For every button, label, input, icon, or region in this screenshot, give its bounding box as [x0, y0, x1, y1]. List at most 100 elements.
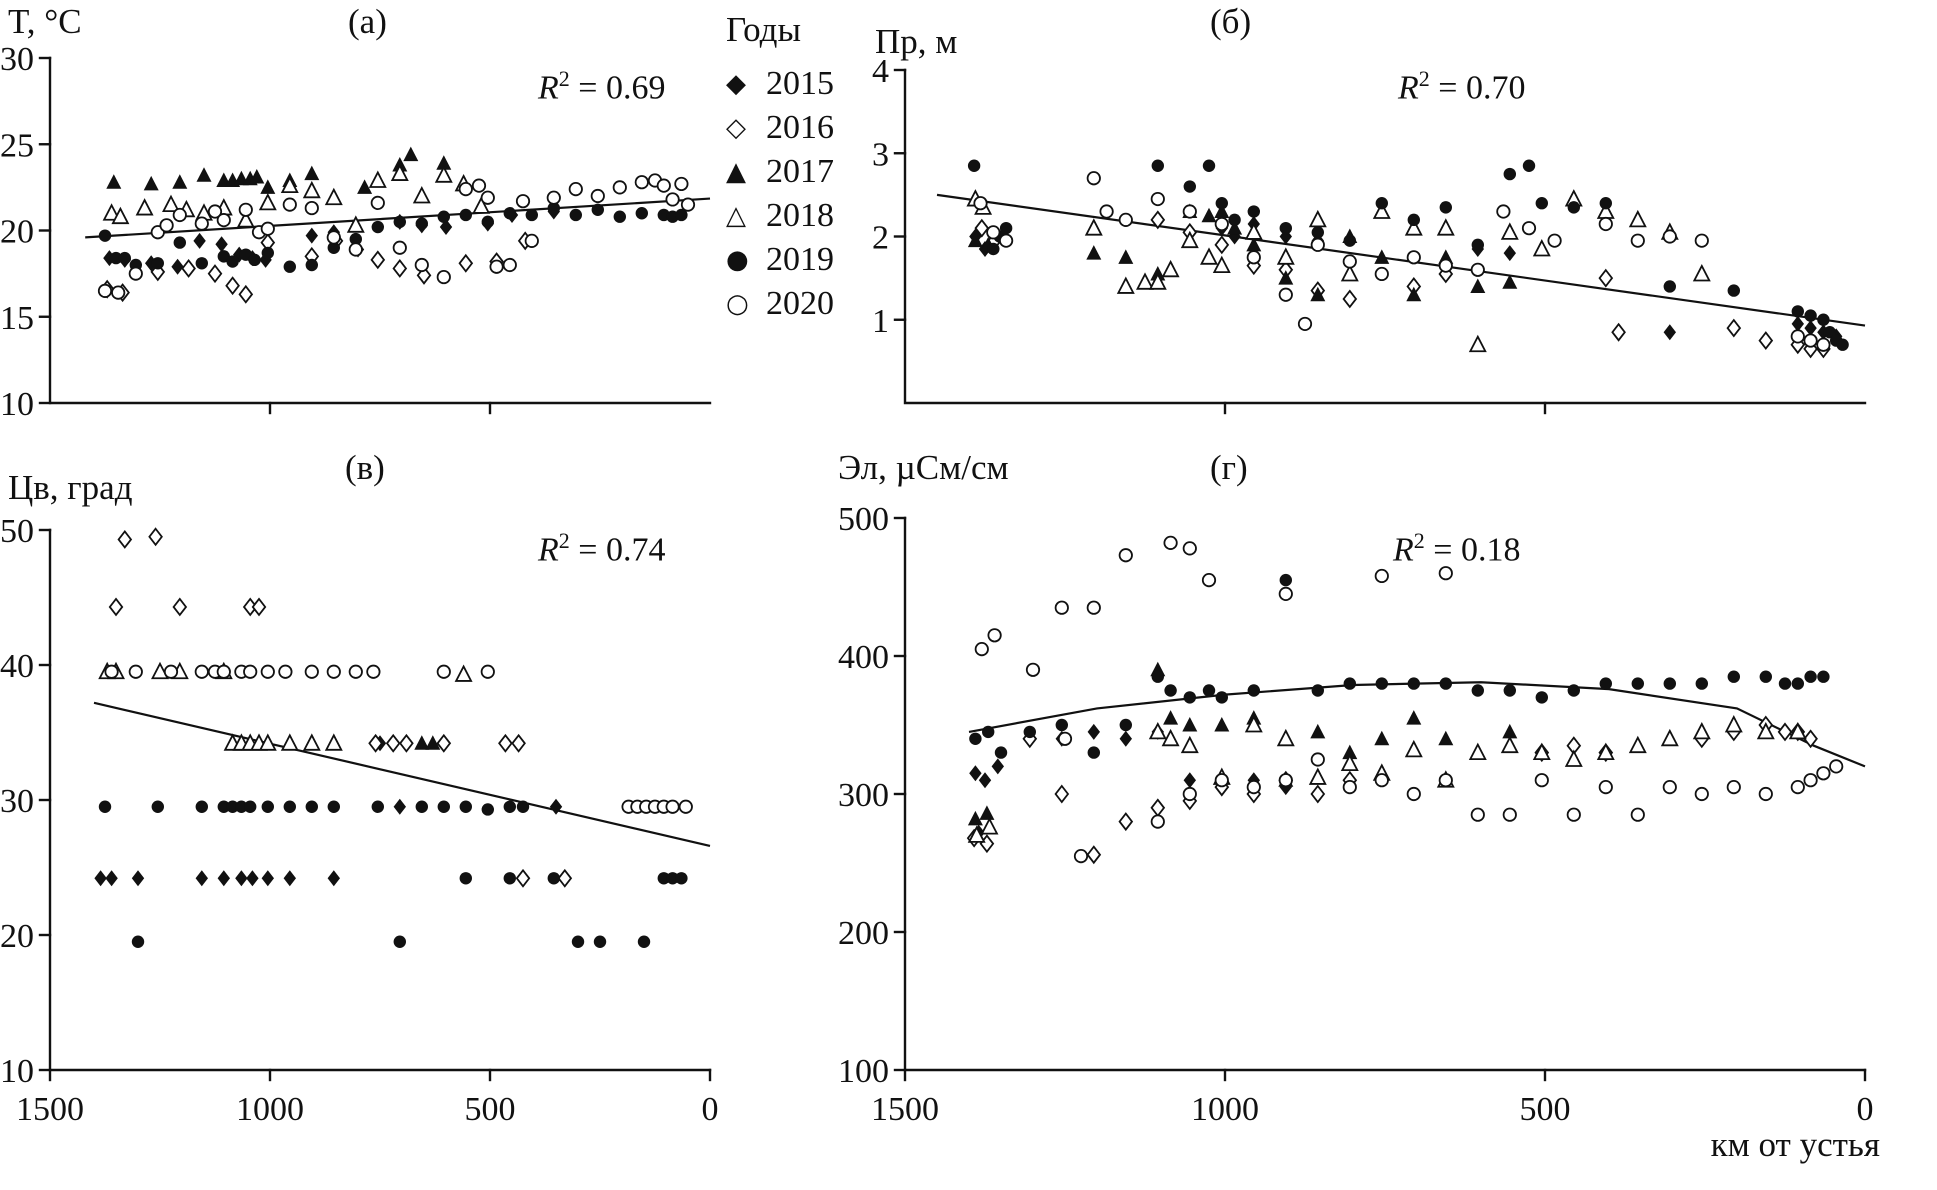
- data-point: [368, 733, 383, 753]
- data-point: [1804, 670, 1817, 683]
- data-point: [261, 800, 274, 813]
- data-point: [1726, 779, 1741, 795]
- series-2020: [97, 173, 696, 300]
- data-point: [324, 733, 343, 751]
- legend-item-label: 2020: [766, 285, 834, 322]
- data-point: [1803, 729, 1818, 749]
- data-point: [1829, 759, 1844, 774]
- data-point: [1161, 728, 1180, 747]
- data-point: [326, 664, 341, 679]
- data-point: [1180, 735, 1199, 754]
- data-point: [974, 218, 990, 238]
- x-tick-label: 0: [702, 1091, 719, 1128]
- data-point: [1214, 216, 1229, 232]
- data-point: [1278, 586, 1293, 602]
- data-point: [243, 664, 258, 679]
- data-point: [1150, 814, 1165, 829]
- data-point: [1374, 249, 1390, 264]
- data-point: [546, 190, 561, 205]
- data-point: [1310, 752, 1325, 767]
- data-point: [370, 250, 386, 270]
- data-point: [1598, 216, 1613, 232]
- data-point: [1200, 247, 1218, 265]
- data-point: [1342, 254, 1357, 269]
- panel-g: 100 200 300 400 500 1500 1000 500 0: [838, 501, 1874, 1128]
- data-point: [238, 284, 254, 304]
- data-point: [1340, 264, 1359, 282]
- data-point: [987, 242, 1000, 256]
- trend-line-v: [93, 701, 711, 847]
- data-point: [1470, 807, 1485, 822]
- data-point: [1663, 324, 1676, 341]
- data-point: [1372, 201, 1391, 219]
- data-point: [346, 215, 365, 233]
- series-2019: [967, 159, 1849, 351]
- data-point: [674, 176, 689, 192]
- data-point: [515, 868, 531, 888]
- data-point: [1471, 684, 1485, 697]
- data-point: [109, 251, 123, 265]
- data-point: [1791, 305, 1805, 318]
- data-point: [1599, 677, 1613, 690]
- panel-v: 10 20 30 40 50 1500 1000 500 0: [0, 513, 719, 1128]
- data-point: [1598, 268, 1614, 288]
- data-point: [454, 664, 473, 682]
- data-point: [1564, 749, 1583, 767]
- data-point: [135, 198, 154, 216]
- data-point: [1777, 722, 1793, 742]
- data-point: [999, 221, 1013, 235]
- data-point: [967, 159, 981, 172]
- data-point: [105, 870, 118, 887]
- data-point: [1662, 779, 1677, 795]
- data-point: [1136, 272, 1154, 290]
- data-point: [357, 179, 373, 194]
- data-point: [1628, 209, 1647, 228]
- x-tick-label: 1000: [236, 1091, 304, 1128]
- data-point: [1279, 573, 1293, 587]
- data-point: [151, 257, 164, 270]
- data-point: [102, 203, 121, 221]
- data-point: [260, 221, 275, 236]
- data-point: [1791, 677, 1805, 690]
- data-point: [612, 180, 627, 195]
- data-point: [1438, 730, 1454, 746]
- data-point: [1804, 320, 1817, 337]
- data-point: [1758, 331, 1774, 351]
- data-point: [1244, 715, 1263, 733]
- data-point: [1073, 848, 1089, 864]
- data-point: [393, 935, 406, 948]
- data-point: [1803, 333, 1818, 348]
- data-point: [1596, 742, 1615, 760]
- data-point: [251, 597, 267, 617]
- data-point: [148, 527, 163, 547]
- data-point: [675, 872, 688, 885]
- y-tick-label: 300: [838, 777, 889, 814]
- data-point: [471, 178, 487, 193]
- data-point: [1758, 786, 1773, 802]
- series-2016: [108, 527, 573, 888]
- data-point: [498, 733, 513, 753]
- data-point: [196, 167, 212, 182]
- data-point: [1521, 221, 1537, 236]
- series-2017: [414, 735, 441, 750]
- data-point: [637, 935, 651, 948]
- data-point: [1118, 812, 1134, 832]
- data-point: [666, 872, 679, 885]
- legend-item-2015: ◆ 2015: [726, 62, 834, 106]
- data-point: [1566, 807, 1581, 822]
- data-point: [1310, 286, 1326, 302]
- data-point: [1817, 670, 1830, 683]
- data-point: [1532, 742, 1551, 760]
- data-point: [366, 664, 381, 679]
- data-point: [1468, 334, 1487, 353]
- data-point: [1692, 264, 1711, 282]
- y-tick-label: 1: [872, 303, 889, 340]
- data-point: [1567, 684, 1581, 697]
- data-point: [249, 169, 265, 184]
- legend-item-2020: ○ 2020: [726, 282, 834, 326]
- data-point: [1660, 728, 1679, 747]
- data-point: [385, 733, 401, 753]
- data-point: [278, 664, 293, 679]
- data-point: [305, 227, 318, 244]
